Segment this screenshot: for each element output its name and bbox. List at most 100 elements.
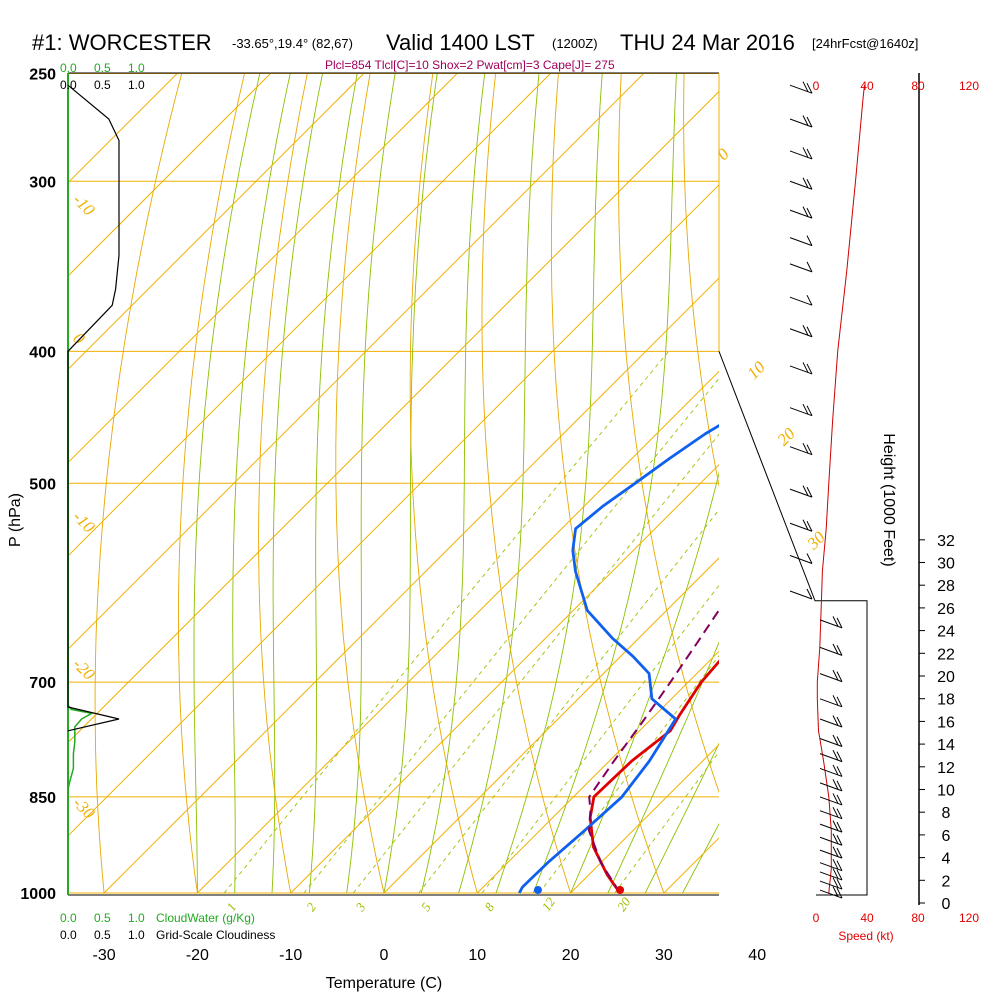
wind-barb-flag [836, 780, 843, 792]
wind-barb [789, 115, 813, 128]
wind-barb-staff [819, 836, 843, 846]
isotherm-label-right-0: 0 [713, 144, 733, 164]
x-axis-label: Temperature (C) [326, 975, 442, 992]
wind-barb-flag [802, 147, 809, 158]
wind-barb-staff [819, 646, 843, 656]
wind-barb-flag [802, 81, 809, 92]
wind-barb-flag [832, 833, 839, 844]
utc-time: (1200Z) [552, 36, 598, 51]
dry-adiabat-40 [618, 73, 719, 794]
cloudwater-tick-1: 0.5 [94, 911, 111, 925]
wind-barb-flag [832, 749, 839, 761]
wind-barb-staff [819, 823, 843, 833]
speed-label: Speed (kt) [838, 929, 893, 943]
wind-barb-flag [832, 616, 839, 627]
wind-barb-staff [789, 365, 813, 375]
wind-barb-flag [832, 858, 839, 870]
wind-barb-flag [832, 846, 839, 857]
mixing-ratio-label-3: 3 [352, 899, 369, 914]
wind-barb [789, 519, 813, 532]
moist-adiabat-4 [420, 73, 486, 894]
wind-barb-flag [836, 645, 843, 656]
isotherm--80 [68, 73, 458, 464]
wind-barb-flag [832, 806, 839, 818]
speed-tick-top-3: 120 [959, 79, 979, 93]
mixing-ratio-lines [223, 351, 719, 894]
wind-barb-flag [836, 751, 843, 762]
wind-barb-flag [836, 794, 843, 806]
wind-barb-flag [806, 116, 813, 128]
wind-barb-flag [802, 403, 809, 415]
wind-barb-staff [789, 118, 813, 128]
pressure-tick-400: 400 [29, 344, 56, 361]
x-tick--20: -20 [186, 947, 209, 964]
isobars [68, 73, 719, 894]
cloudwater-tick-0: 0.0 [60, 911, 77, 925]
wind-barb-flag [802, 519, 809, 530]
isotherm--70 [68, 73, 551, 557]
dry-adiabat-60 [747, 74, 944, 894]
wind-barb-staff [819, 796, 843, 806]
cloudwater-profile [67, 704, 94, 791]
moist-adiabats [193, 73, 1000, 894]
wind-barb-flag [836, 617, 843, 629]
axes-ticks: -30 -20 -10 0 10 20 30 402503004005007008501000… [20, 67, 955, 965]
wind-barb-staff [819, 889, 843, 899]
cloudiness-tick-2: 1.0 [128, 928, 145, 942]
height-tick-28: 28 [937, 578, 955, 595]
wind-barb [819, 820, 843, 833]
wind-barb [789, 206, 813, 219]
dry-adiabats [94, 73, 944, 894]
wind-barb [789, 177, 813, 190]
sounding-profiles [518, 424, 719, 894]
dry-adiabat--10 [258, 73, 308, 894]
x-tick-10: 10 [468, 947, 486, 964]
wind-barb-flag [832, 877, 839, 888]
wind-barb-flag [836, 887, 843, 899]
height-tick-6: 6 [942, 828, 951, 845]
moist-adiabat-8 [458, 73, 540, 894]
height-tick-32: 32 [937, 533, 955, 550]
wind-barb [819, 846, 843, 859]
wind-barb-flag [806, 588, 813, 600]
isotherm-label-left-4: -30 [69, 793, 99, 823]
wind-barb [789, 261, 813, 273]
moist-adiabat-12 [495, 73, 603, 894]
wind-barb-staff [819, 619, 843, 629]
wind-barb-flag [836, 878, 843, 890]
wind-barb-flag [806, 444, 813, 455]
wind-barb-staff [819, 871, 843, 881]
wind-barb-flag [836, 835, 843, 846]
isotherm--60 [68, 73, 645, 650]
cloudwater-tick-2-top: 1.0 [128, 61, 145, 75]
dry-adiabat-0 [335, 73, 385, 894]
wind-barb-flag [836, 808, 843, 819]
wind-barb-flag [802, 485, 809, 496]
wind-barb [789, 442, 813, 456]
height-tick-2: 2 [942, 873, 951, 890]
pressure-tick-850: 850 [29, 790, 56, 807]
wind-barb-staff [819, 767, 843, 777]
moist-adiabat--20 [193, 73, 261, 893]
wind-barb [819, 868, 843, 881]
wind-barb-flag [806, 148, 813, 160]
wind-barb [819, 806, 843, 820]
wind-barb-staff [789, 555, 813, 564]
dry-adiabat-50 [683, 73, 719, 488]
moist-adiabat--8 [308, 73, 358, 894]
speed-tick-bottom-3: 120 [959, 911, 979, 925]
pressure-tick-300: 300 [29, 174, 56, 191]
moist-adiabat-36 [720, 74, 1000, 894]
surface-dewpoint-marker [533, 886, 542, 894]
wind-barb [789, 81, 813, 94]
cloudiness-tick-1-top: 0.5 [94, 78, 111, 92]
x-tick-30: 30 [655, 947, 673, 964]
isotherm--90 [68, 73, 365, 371]
wind-barb-flag [836, 736, 843, 747]
cloudwater-label: CloudWater (g/Kg) [156, 911, 255, 925]
wind-barb-flag [832, 764, 839, 776]
isotherm-labels: -100-10-20-30 [69, 190, 99, 823]
wind-barb-flag [806, 207, 813, 219]
pressure-tick-250: 250 [29, 67, 56, 84]
